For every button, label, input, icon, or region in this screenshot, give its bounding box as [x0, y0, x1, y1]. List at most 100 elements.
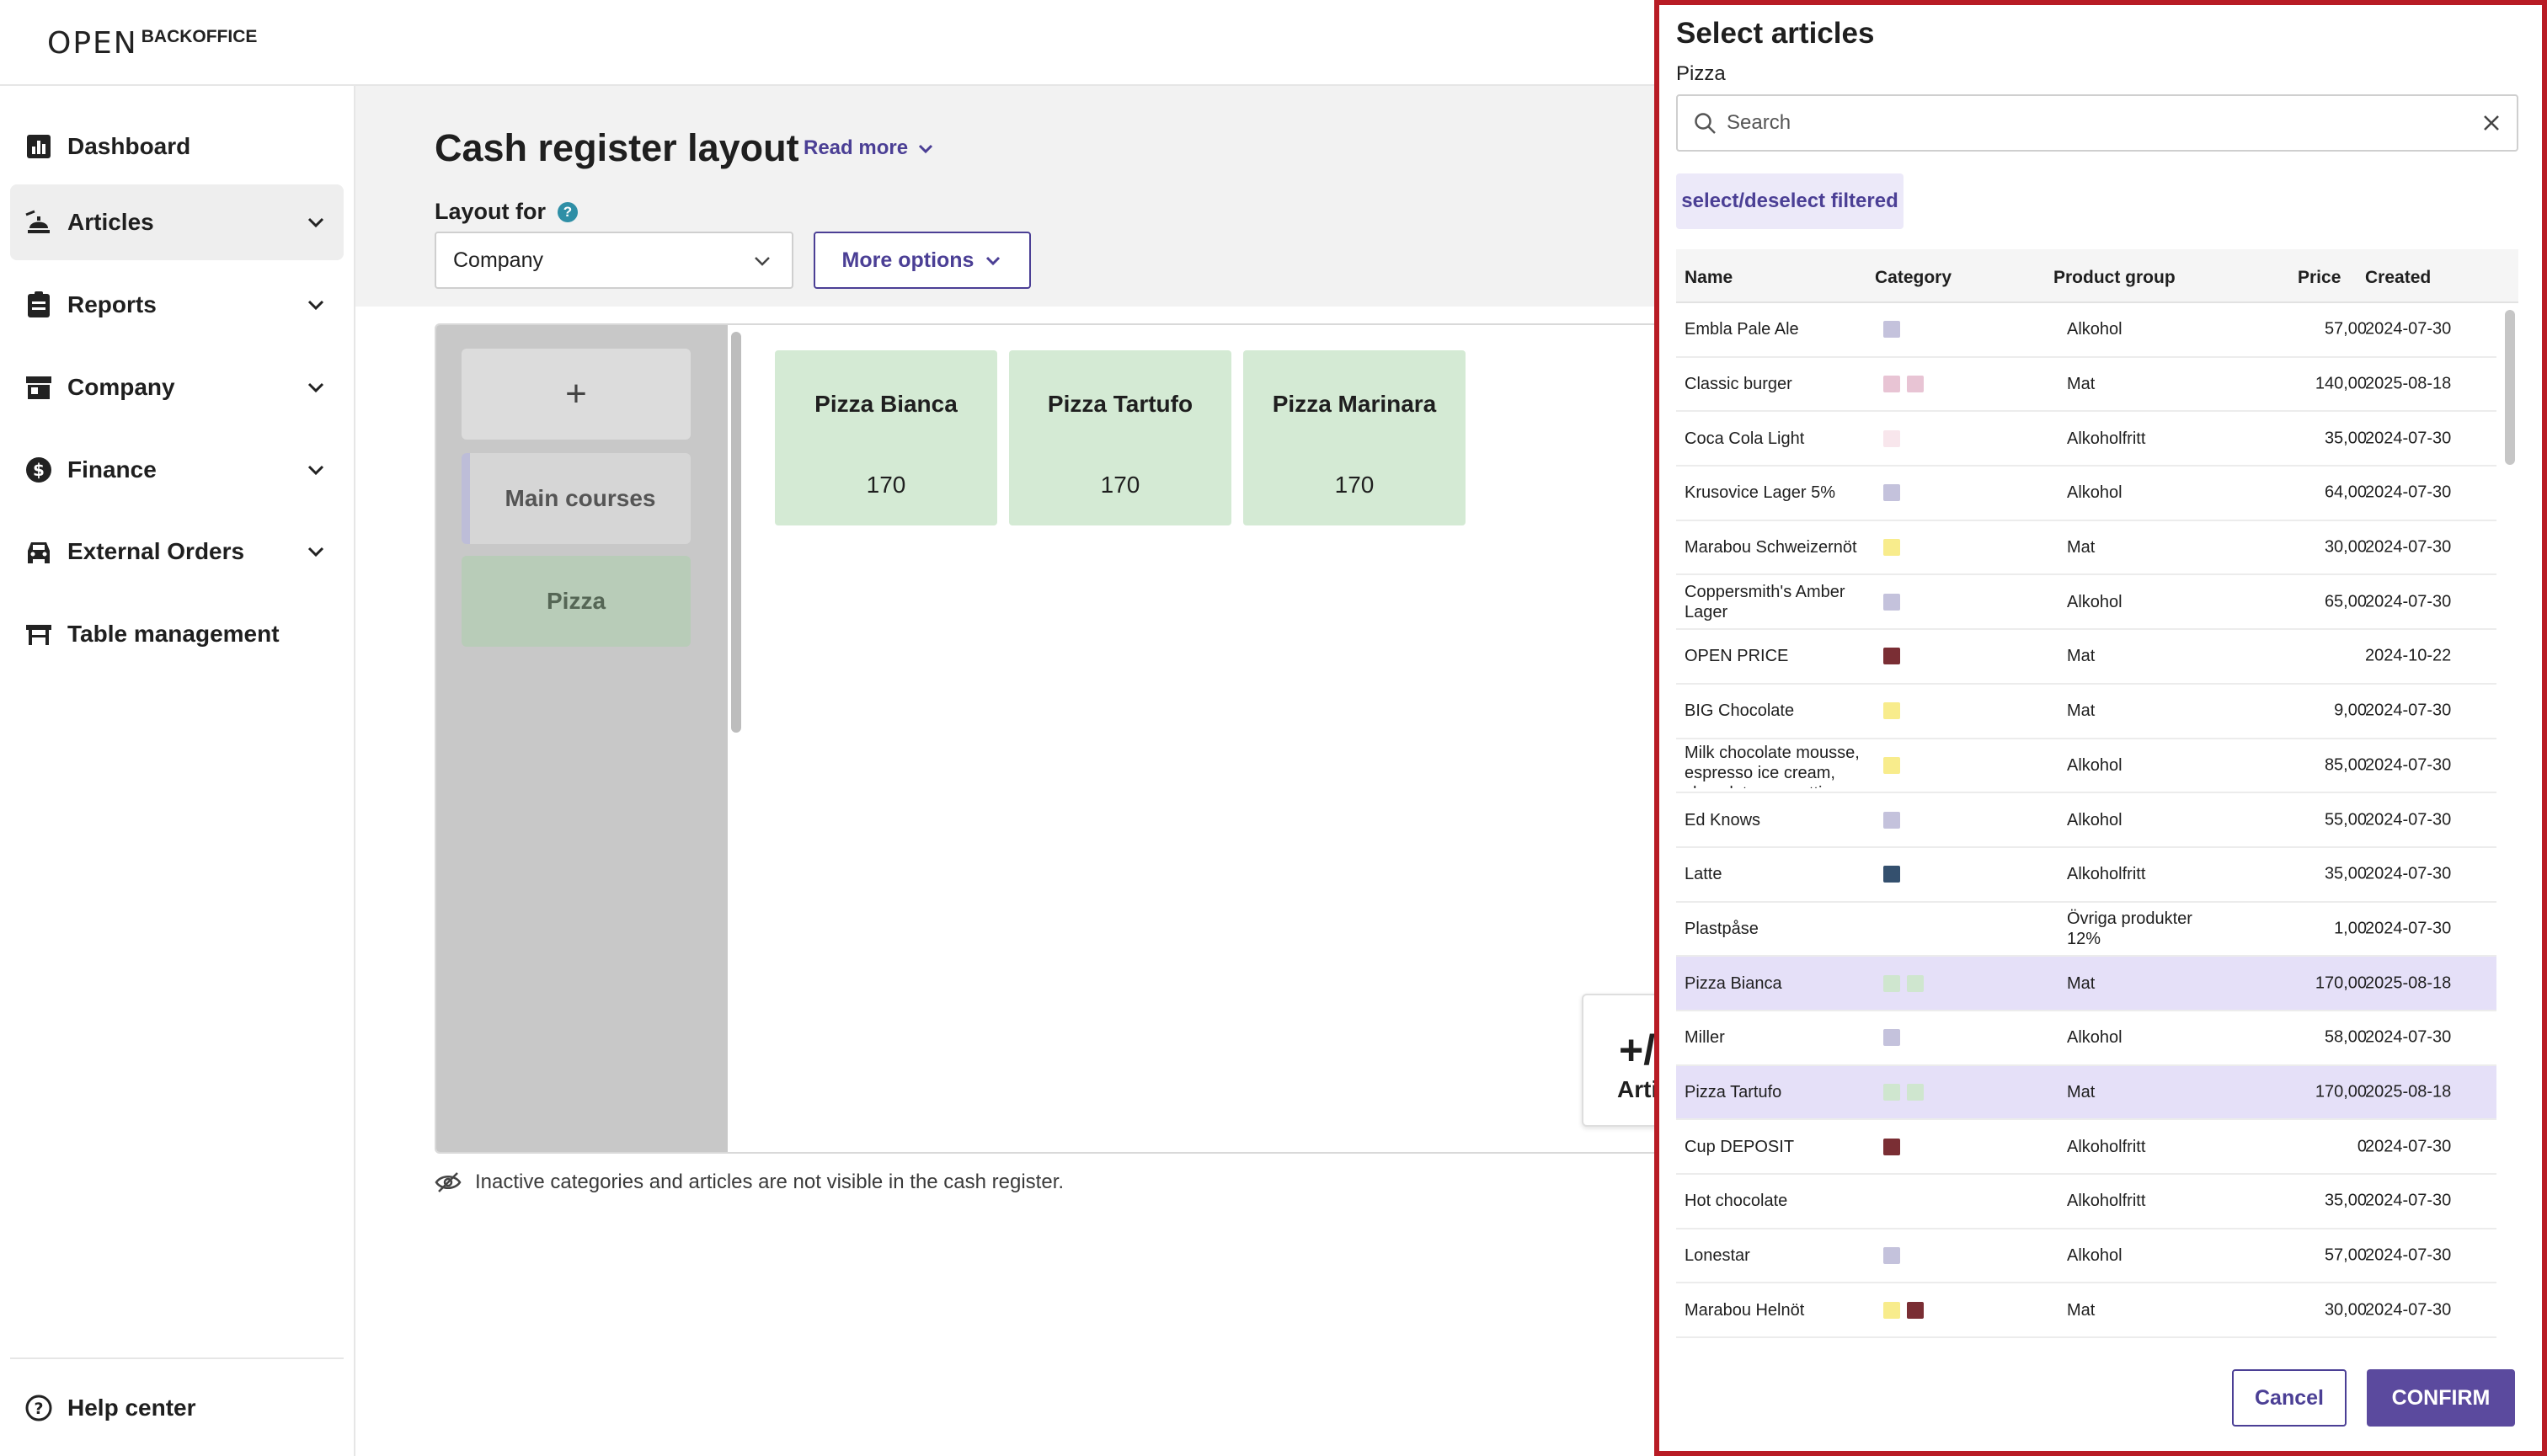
- table-row[interactable]: BIG Chocolate Mat 9,00 2024-07-30: [1676, 685, 2496, 739]
- category-swatches: [1883, 429, 1900, 447]
- dashboard-icon: [24, 131, 54, 162]
- product-group-cell: Alkohol: [2067, 1246, 2122, 1266]
- logo[interactable]: OPEN BACKOFFICE: [47, 22, 257, 64]
- price-cell: 85,00: [2324, 755, 2367, 775]
- table-row[interactable]: Embla Pale Ale Alkohol 57,00 2024-07-30: [1676, 303, 2496, 358]
- table-row[interactable]: OPEN PRICE Mat 2024-10-22: [1676, 630, 2496, 685]
- product-group-cell: Alkoholfritt: [2067, 1137, 2146, 1156]
- product-group-cell: Mat: [2067, 1082, 2096, 1101]
- article-name-cell: Classic burger: [1685, 375, 1792, 394]
- article-name-cell: Krusovice Lager 5%: [1685, 483, 1835, 503]
- add-category-button[interactable]: +: [462, 349, 691, 440]
- chevron-down-icon[interactable]: [303, 292, 328, 317]
- price-cell: 30,00: [2324, 537, 2367, 557]
- article-name-cell: Plastpåse: [1685, 919, 1759, 938]
- sidebar-item-company[interactable]: Company: [10, 349, 344, 425]
- sidebar-item-reports[interactable]: Reports: [10, 267, 344, 343]
- article-tile[interactable]: Pizza Tartufo 170: [1009, 350, 1231, 525]
- logo-mark: OPEN: [47, 25, 138, 61]
- table-row[interactable]: Lonestar Alkohol 57,00 2024-07-30: [1676, 1229, 2496, 1284]
- table-row[interactable]: Cup DEPOSIT Alkoholfritt 0 2024-07-30: [1676, 1120, 2496, 1175]
- table-row[interactable]: Classic burger Mat 140,00 2025-08-18: [1676, 358, 2496, 413]
- read-more-link[interactable]: Read more: [804, 136, 935, 160]
- column-header-category[interactable]: Category: [1875, 268, 1952, 287]
- select-articles-panel: Select articles Pizza select/deselect fi…: [1654, 0, 2547, 1456]
- add-article-label: Arti: [1617, 1076, 1658, 1102]
- help-icon[interactable]: ?: [558, 201, 578, 222]
- table-row[interactable]: Ed Knows Alkohol 55,00 2024-07-30: [1676, 793, 2496, 848]
- price-cell: 35,00: [2324, 864, 2367, 883]
- created-cell: 2024-07-30: [2365, 1137, 2452, 1156]
- article-name-cell: Pizza Tartufo: [1685, 1082, 1782, 1101]
- category-pizza[interactable]: Pizza: [462, 556, 691, 647]
- table-row[interactable]: Plastpåse Övriga produkter 12% 1,00 2024-07…: [1676, 903, 2496, 957]
- search-input[interactable]: [1727, 111, 2451, 135]
- column-header-product-group[interactable]: Product group: [2053, 268, 2176, 287]
- select-deselect-filtered-button[interactable]: select/deselect filtered: [1676, 173, 1904, 229]
- sidebar-item-dashboard[interactable]: Dashboard: [10, 109, 344, 184]
- created-cell: 2024-07-30: [2365, 810, 2452, 829]
- category-color-swatch: [1883, 702, 1900, 720]
- finance-icon: $: [24, 455, 54, 485]
- sidebar-item-finance[interactable]: $ Finance: [10, 432, 344, 508]
- price-cell: 35,00: [2324, 1191, 2367, 1210]
- table-row[interactable]: Krusovice Lager 5% Alkohol 64,00 2024-07-30: [1676, 467, 2496, 521]
- article-price: 170: [1334, 472, 1375, 498]
- product-group-cell: Alkohol: [2067, 483, 2122, 503]
- table-row[interactable]: Hot chocolate Alkoholfritt 35,00 2024-07-30: [1676, 1175, 2496, 1229]
- sidebar-item-articles[interactable]: Articles: [10, 184, 344, 260]
- category-color-swatch: [1883, 1138, 1900, 1155]
- article-tile[interactable]: Pizza Marinara 170: [1243, 350, 1466, 525]
- table-row[interactable]: Latte Alkoholfritt 35,00 2024-07-30: [1676, 848, 2496, 903]
- sidebar-item-label: Articles: [67, 209, 154, 235]
- table-row[interactable]: Pizza Tartufo Mat 170,00 2025-08-18: [1676, 1065, 2496, 1121]
- chevron-down-icon[interactable]: [303, 457, 328, 483]
- table-row[interactable]: Milk chocolate mousse, espresso ice crea…: [1676, 739, 2496, 794]
- read-more-label: Read more: [804, 136, 909, 159]
- article-tile[interactable]: Pizza Bianca 170: [775, 350, 997, 525]
- category-swatches: [1883, 376, 1924, 393]
- product-group-cell: Mat: [2067, 538, 2096, 557]
- table-row[interactable]: Coppersmith's Amber Lager Alkohol 65,00 202…: [1676, 575, 2496, 631]
- table-row[interactable]: Coca Cola Light Alkoholfritt 35,00 2024-07-…: [1676, 412, 2496, 467]
- layout-for-select[interactable]: Company: [435, 232, 793, 289]
- sidebar-item-table-management[interactable]: Table management: [10, 596, 344, 672]
- price-cell: 30,00: [2324, 1300, 2367, 1320]
- chevron-down-icon[interactable]: [303, 210, 328, 235]
- confirm-button[interactable]: CONFIRM: [2367, 1369, 2515, 1427]
- column-header-created[interactable]: Created: [2365, 268, 2432, 287]
- table-scrollbar[interactable]: [2505, 310, 2515, 465]
- created-cell: 2024-07-30: [2365, 319, 2452, 339]
- table-row[interactable]: Pizza Bianca Mat 170,00 2025-08-18: [1676, 957, 2496, 1011]
- chevron-down-icon[interactable]: [303, 375, 328, 400]
- more-options-button[interactable]: More options: [814, 232, 1031, 289]
- product-group-cell: Mat: [2067, 647, 2096, 666]
- table-row[interactable]: Marabou Schweizernöt Mat 30,00 2024-07-30: [1676, 521, 2496, 576]
- cancel-button[interactable]: Cancel: [2232, 1369, 2347, 1427]
- column-header-name[interactable]: Name: [1685, 268, 1733, 287]
- article-name-cell: OPEN PRICE: [1685, 647, 1789, 666]
- layout-for-value: Company: [453, 248, 543, 272]
- category-main-courses[interactable]: Main courses: [462, 453, 691, 544]
- sidebar-item-external-orders[interactable]: External Orders: [10, 514, 344, 589]
- panel-title: Select articles: [1676, 17, 1875, 50]
- article-name-cell: Marabou Schweizernöt: [1685, 538, 1857, 557]
- help-center-link[interactable]: ? Help center: [10, 1370, 344, 1446]
- table-row[interactable]: Marabou Helnöt Mat 30,00 2024-07-30: [1676, 1283, 2496, 1339]
- articles-icon: [24, 207, 54, 237]
- article-name-cell: Milk chocolate mousse, espresso ice crea…: [1685, 743, 1860, 788]
- category-swatches: [1883, 1247, 1900, 1265]
- table-row[interactable]: Miller Alkohol 58,00 2024-07-30: [1676, 1011, 2496, 1066]
- layout-for-text: Layout for: [435, 199, 546, 224]
- category-swatches: [1883, 484, 1900, 502]
- category-color-swatch: [1883, 429, 1900, 447]
- chevron-down-icon[interactable]: [303, 539, 328, 564]
- created-cell: 2024-07-30: [2365, 1245, 2452, 1265]
- column-header-price[interactable]: Price: [2298, 268, 2341, 287]
- category-swatches: [1883, 539, 1900, 557]
- category-scrollbar[interactable]: [731, 332, 741, 733]
- price-cell: 170,00: [2315, 1082, 2367, 1101]
- article-name-cell: Pizza Bianca: [1685, 973, 1782, 993]
- article-name-cell: Hot chocolate: [1685, 1192, 1788, 1211]
- close-icon[interactable]: [2480, 111, 2503, 135]
